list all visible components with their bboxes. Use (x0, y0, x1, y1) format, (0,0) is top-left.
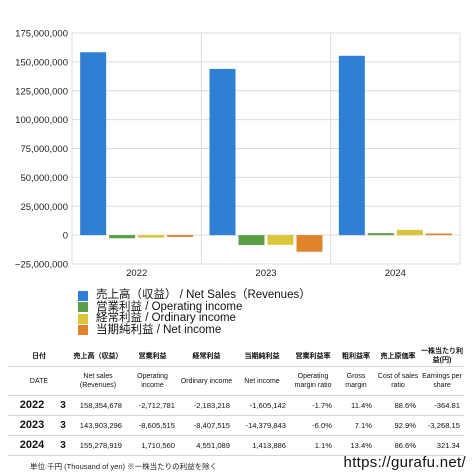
y-tick-label: 100,000,000 (15, 115, 68, 126)
header-op-margin-jp: 営業利益率 (290, 346, 336, 367)
bar (80, 52, 107, 236)
x-axis-ticks: 2022 2023 2024 (126, 268, 406, 279)
y-tick-label: 150,000,000 (15, 57, 68, 68)
cell-count: 3 (56, 435, 70, 456)
bar (367, 233, 394, 236)
header-ordinary-income-jp: 経常利益 (179, 346, 234, 367)
cell-cost-ratio: 86.6% (376, 435, 420, 456)
header-op-margin-en: Operating margin ratio (290, 366, 336, 396)
cell-year: 2023 (8, 415, 56, 436)
y-tick-label: 0 (63, 231, 68, 242)
header-net-sales-en: Net sales (Revenues) (70, 366, 126, 396)
cell-eps: 321.34 (420, 435, 464, 456)
chart-grid (71, 32, 461, 265)
cell-op-margin: 1.1% (290, 435, 336, 456)
cell-net-income: -1,605,142 (234, 395, 290, 416)
y-axis-ticks: 175,000,000 150,000,000 125,000,000 100,000… (15, 29, 68, 271)
table-header-jp: 日付 売上高（収益） 営業利益 経常利益 当期純利益 営業利益率 粗利益率 売上… (8, 346, 464, 367)
legend-label: 売上高（収益） / Net Sales（Revenues） (96, 289, 311, 301)
table-row: 2022 3 158,354,678 -2,712,781 -2,183,218… (8, 395, 464, 416)
header-eps-jp: 一株当たり利益(円) (420, 346, 464, 367)
bar (338, 55, 365, 236)
bar-chart: 175,000,000 150,000,000 125,000,000 100,000… (15, 29, 461, 279)
cell-operating-income: 1,710,560 (126, 435, 179, 456)
cell-cost-ratio: 92.9% (376, 415, 420, 436)
y-tick-label: 25,000,000 (20, 202, 68, 213)
bar (296, 235, 323, 252)
cell-ordinary-income: -8,407,515 (179, 415, 234, 436)
y-tick-label: 50,000,000 (20, 173, 68, 184)
header-gross-margin-jp: 粗利益率 (336, 346, 376, 367)
header-ordinary-income-en: Ordinary income (179, 366, 234, 396)
chart-bars (80, 52, 452, 252)
header-eps-en: Earnings per share (420, 366, 464, 396)
cell-gross-margin: 7.1% (336, 415, 376, 436)
bar (267, 235, 294, 245)
footnote: 単位:千円 (Thousand of yen) ※一株当たりの利益を除く (30, 462, 218, 471)
bar (425, 233, 452, 236)
cell-count: 3 (56, 395, 70, 416)
header-net-income-en: Net income (234, 366, 290, 396)
cell-net-sales: 155,278,919 (70, 435, 126, 456)
cell-net-income: -14,379,843 (234, 415, 290, 436)
legend-label: 営業利益 / Operating income (96, 300, 243, 313)
bar (238, 235, 265, 246)
cell-net-income: 1,413,886 (234, 435, 290, 456)
header-net-sales-jp: 売上高（収益） (70, 346, 126, 367)
y-tick-label: 175,000,000 (15, 29, 68, 40)
chart-legend: 売上高（収益） / Net Sales（Revenues） 営業利益 / Ope… (78, 289, 378, 337)
cell-operating-income: -8,605,515 (126, 415, 179, 436)
header-cost-ratio-en: Cost of sales ratio (376, 366, 420, 396)
table-row: 2023 3 143,903,296 -8,605,515 -8,407,515… (8, 415, 464, 436)
cell-cost-ratio: 88.6% (376, 395, 420, 416)
bar (138, 235, 165, 238)
legend-item-net-sales: 売上高（収益） / Net Sales（Revenues） (78, 289, 378, 302)
y-tick-label: 125,000,000 (15, 86, 68, 97)
header-cost-ratio-jp: 売上原価率 (376, 346, 420, 367)
cell-operating-income: -2,712,781 (126, 395, 179, 416)
x-tick-label: 2022 (126, 268, 147, 279)
x-tick-label: 2024 (385, 268, 406, 279)
legend-swatch (78, 313, 88, 324)
legend-item-operating-income: 営業利益 / Operating income (78, 300, 378, 314)
y-tick-label: −25,000,000 (15, 260, 68, 271)
table-header-en: DATE Net sales (Revenues) Operating inco… (8, 366, 464, 396)
cell-year: 2024 (8, 435, 56, 456)
cell-ordinary-income: 4,551,089 (179, 435, 234, 456)
bar (209, 68, 236, 236)
site-url-link[interactable]: https://gurafu.net/ (343, 454, 466, 471)
cell-count: 3 (56, 415, 70, 436)
legend-label: 経常利益 / Ordinary income (96, 312, 236, 324)
legend-item-ordinary-income: 経常利益 / Ordinary income (78, 312, 378, 325)
cell-gross-margin: 11.4% (336, 395, 376, 416)
cell-year: 2022 (8, 395, 56, 416)
cell-net-sales: 143,903,296 (70, 415, 126, 436)
bar (109, 235, 136, 239)
financial-table: 日付 売上高（収益） 営業利益 経常利益 当期純利益 営業利益率 粗利益率 売上… (8, 346, 464, 456)
x-tick-label: 2023 (255, 268, 276, 279)
header-operating-income-en: Operating income (126, 366, 179, 396)
legend-swatch (78, 325, 88, 336)
legend-item-net-income: 当期純利益 / Net income (78, 323, 378, 337)
cell-net-sales: 158,354,678 (70, 395, 126, 416)
cell-op-margin: -1.7% (290, 395, 336, 416)
y-tick-label: 75,000,000 (20, 144, 68, 155)
bar (167, 235, 194, 237)
cell-gross-margin: 13.4% (336, 435, 376, 456)
header-date-jp: 日付 (8, 346, 70, 367)
cell-op-margin: -6.0% (290, 415, 336, 436)
legend-swatch (78, 290, 88, 301)
legend-swatch (78, 302, 88, 313)
cell-eps: -364.81 (420, 395, 464, 416)
header-gross-margin-en: Gross margin (336, 366, 376, 396)
bar (396, 229, 423, 236)
cell-ordinary-income: -2,183,218 (179, 395, 234, 416)
header-net-income-jp: 当期純利益 (234, 346, 290, 367)
header-operating-income-jp: 営業利益 (126, 346, 179, 367)
table-row: 2024 3 155,278,919 1,710,560 4,551,089 1… (8, 435, 464, 456)
legend-label: 当期純利益 / Net income (96, 323, 222, 336)
cell-eps: -3,268.15 (420, 415, 464, 436)
header-date-en: DATE (8, 366, 70, 396)
